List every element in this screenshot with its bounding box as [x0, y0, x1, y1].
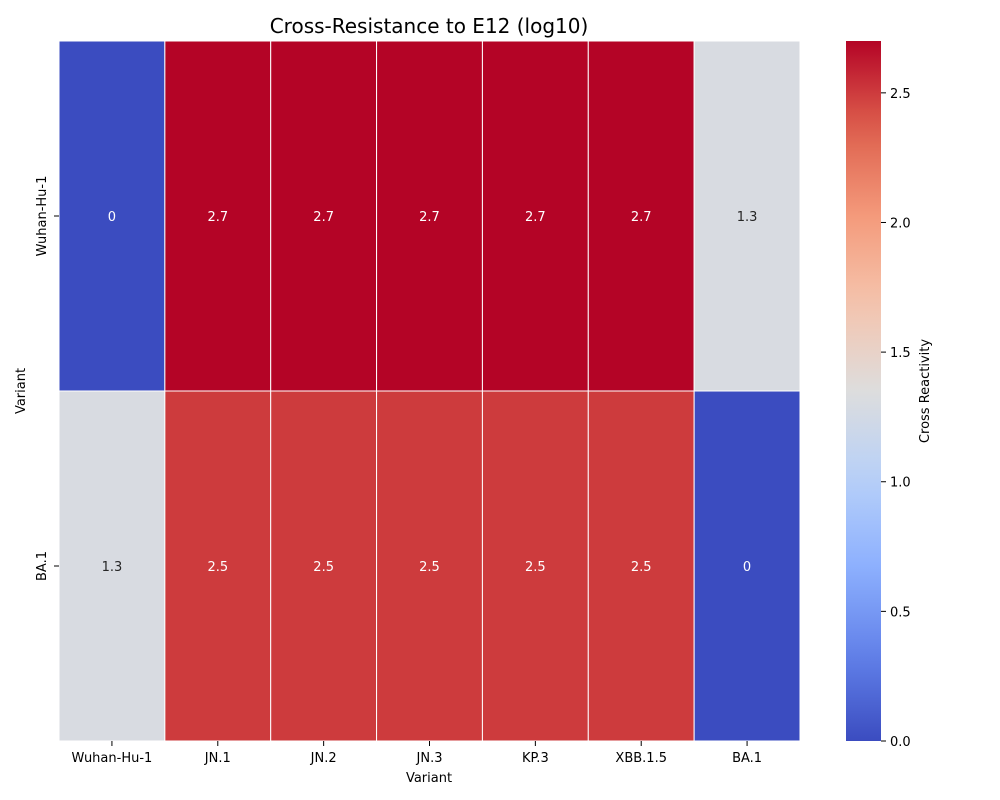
x-tick-label: BA.1 — [732, 751, 762, 766]
x-tick-label: JN.1 — [204, 751, 231, 766]
x-tick-label: XBB.1.5 — [615, 751, 667, 766]
colorbar-tick-label: 1.0 — [890, 476, 911, 491]
x-tick-label: Wuhan-Hu-1 — [72, 751, 153, 766]
cell-value-label: 2.5 — [313, 560, 334, 575]
colorbar-tick-label: 2.0 — [890, 216, 911, 231]
heatmap-cell — [164, 40, 272, 392]
y-axis-ticks: Wuhan-Hu-1 BA.1 — [35, 176, 59, 581]
colorbar-tick-label: 1.5 — [890, 346, 911, 361]
colorbar-label: Cross Reactivity — [918, 339, 933, 443]
heatmap-cell — [693, 390, 801, 742]
cell-value-label: 1.3 — [737, 210, 758, 225]
cell-value-label: 2.5 — [207, 560, 228, 575]
heatmap-cell — [270, 40, 378, 392]
y-axis-label: Variant — [14, 368, 29, 414]
y-tick-label: Wuhan-Hu-1 — [35, 176, 50, 257]
y-tick-label: BA.1 — [35, 551, 50, 581]
colorbar-ticks: 0.0 0.5 1.0 1.5 2.0 2.5 — [881, 87, 911, 750]
heatmap-cell — [587, 40, 695, 392]
heatmap-cell — [270, 390, 378, 742]
heatmap-cell — [58, 40, 166, 392]
cell-value-label: 0 — [108, 210, 116, 225]
heatmap-cell — [481, 390, 589, 742]
heatmap-cell — [376, 40, 483, 392]
cell-value-label: 2.7 — [525, 210, 546, 225]
chart-title: Cross-Resistance to E12 (log10) — [270, 14, 589, 38]
heatmap-cell — [481, 40, 589, 392]
cell-value-label: 1.3 — [102, 560, 123, 575]
cell-value-label: 2.7 — [207, 210, 228, 225]
x-tick-label: JN.2 — [310, 751, 337, 766]
colorbar-tick-label: 0.0 — [890, 735, 911, 750]
x-tick-label: JN.3 — [416, 751, 443, 766]
colorbar-tick-label: 2.5 — [890, 87, 911, 102]
x-tick-label: KP.3 — [522, 751, 549, 766]
heatmap-cell — [587, 390, 695, 742]
heatmap-cell — [693, 40, 801, 392]
heatmap-cell — [58, 390, 166, 742]
colorbar-tick-label: 0.5 — [890, 605, 911, 620]
cell-value-label: 0 — [743, 560, 751, 575]
cell-value-label: 2.7 — [313, 210, 334, 225]
heatmap-cells: 0 2.7 2.7 2.7 2.7 2.7 1.3 1.3 2.5 2.5 2.5 2.5 2.5 0 — [58, 40, 801, 742]
cell-value-label: 2.5 — [525, 560, 546, 575]
cell-value-label: 2.5 — [419, 560, 440, 575]
cell-value-label: 2.5 — [631, 560, 652, 575]
x-axis-ticks: Wuhan-Hu-1 JN.1 JN.2 JN.3 KP.3 XBB.1.5 BA.1 — [72, 741, 762, 766]
cell-value-label: 2.7 — [419, 210, 440, 225]
x-axis-label: Variant — [406, 771, 452, 786]
colorbar — [846, 41, 881, 741]
cell-value-label: 2.7 — [631, 210, 652, 225]
